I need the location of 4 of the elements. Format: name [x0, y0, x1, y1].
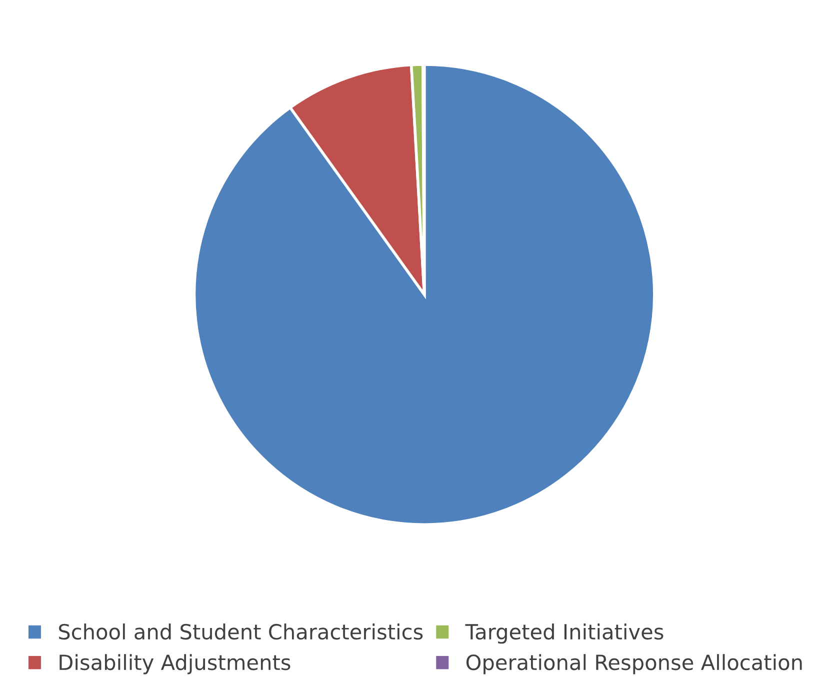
legend-label: Targeted Initiatives — [465, 624, 664, 644]
legend-label: Disability Adjustments — [60, 654, 290, 674]
legend-label: School and Student Characteristics — [59, 624, 423, 640]
legend-label: Operational Response Allocation — [466, 654, 802, 674]
